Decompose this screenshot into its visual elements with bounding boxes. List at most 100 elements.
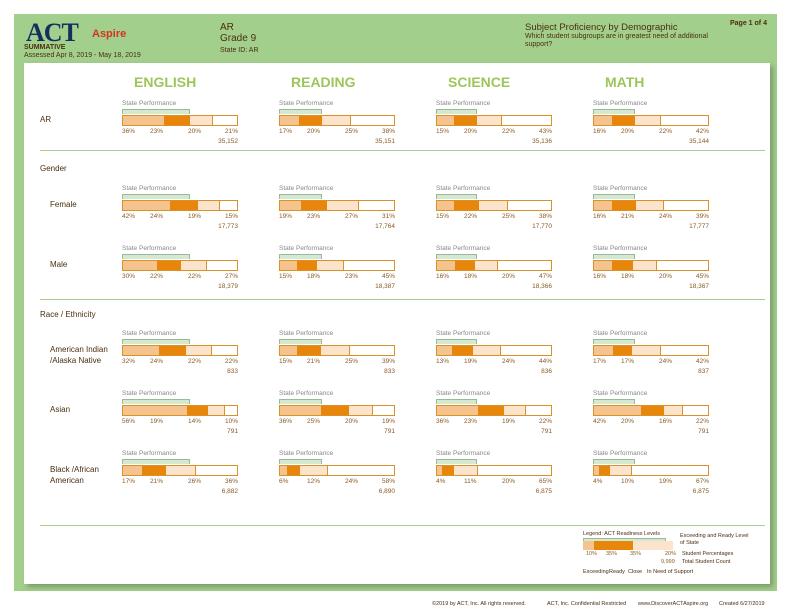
student-count: 18,387: [375, 283, 395, 290]
state-performance-label: State Performance: [436, 390, 491, 397]
percentage-label: 17%: [279, 128, 293, 135]
proficiency-bar: [279, 345, 395, 356]
proficiency-bar: [279, 465, 395, 476]
percentage-label: 10%: [224, 418, 238, 425]
aspire-logo: Aspire: [92, 28, 127, 40]
proficiency-bar: [593, 260, 709, 271]
need-support-segment: [219, 201, 238, 210]
state-performance-label: State Performance: [436, 245, 491, 252]
legend-count: 9,999: [661, 559, 675, 565]
proficiency-bar: [436, 405, 552, 416]
proficiency-bar: [593, 345, 709, 356]
ready-segment: [286, 466, 301, 475]
ready-segment: [454, 261, 476, 270]
percentage-label: 16%: [593, 273, 607, 280]
group-title: Race / Ethnicity: [40, 310, 96, 319]
percentage-label: 30%: [122, 273, 136, 280]
need-support-segment: [501, 116, 551, 125]
student-count: 18,366: [532, 283, 552, 290]
ready-segment: [451, 346, 474, 355]
close-segment: [478, 201, 508, 210]
percentage-label: 20%: [345, 418, 359, 425]
report-content: [24, 63, 770, 584]
percentage-label: 14%: [188, 418, 202, 425]
student-count: 837: [698, 368, 709, 375]
percentage-label: 19%: [659, 478, 673, 485]
percentage-label: 20%: [464, 128, 478, 135]
footer-created: Created 6/27/2019: [719, 601, 765, 607]
state-performance-bar: [593, 339, 635, 344]
ready-segment: [453, 116, 477, 125]
percentage-label: 20%: [621, 128, 635, 135]
state-performance-label: State Performance: [436, 185, 491, 192]
state-performance-label: State Performance: [593, 185, 648, 192]
legend-total-count: Total Student Count: [682, 559, 731, 565]
percentage-label: 31%: [381, 213, 395, 220]
close-segment: [189, 116, 213, 125]
assessment-type: SUMMATIVE: [24, 44, 66, 51]
percentage-label: 21%: [150, 478, 164, 485]
state-performance-label: State Performance: [279, 450, 334, 457]
percentage-label: 19%: [150, 418, 164, 425]
percentage-label: 17%: [593, 358, 607, 365]
percentage-label: 19%: [188, 213, 202, 220]
footer-confidential: ACT, Inc. Confidential Restricted: [547, 601, 627, 607]
percentage-label: 22%: [695, 418, 709, 425]
exceeding-segment: [280, 406, 321, 415]
percentage-label: 15%: [436, 213, 450, 220]
percentage-label: 42%: [695, 128, 709, 135]
percentage-label: 36%: [122, 128, 136, 135]
percentage-label: 36%: [436, 418, 450, 425]
percentage-label: 17%: [621, 358, 635, 365]
state-performance-bar: [279, 109, 322, 114]
footer-website[interactable]: www.DiscoverACTAspire.org: [638, 601, 709, 607]
legend-pct: 20%: [665, 551, 677, 557]
percentage-label: 25%: [345, 128, 359, 135]
percentage-label: 10%: [621, 478, 635, 485]
state-performance-label: State Performance: [122, 100, 177, 107]
percentage-label: 20%: [502, 478, 516, 485]
state-performance-bar: [122, 194, 191, 199]
state-performance-label: State Performance: [122, 245, 177, 252]
row-label: American Indian /Alaska Native: [50, 345, 108, 365]
close-segment: [475, 261, 498, 270]
percentage-label: 16%: [436, 273, 450, 280]
percentage-label: 39%: [381, 358, 395, 365]
state-performance-bar: [279, 459, 322, 464]
percentage-label: 13%: [436, 358, 450, 365]
state-id: State ID: AR: [220, 47, 259, 54]
percentage-label: 22%: [502, 128, 516, 135]
student-count: 791: [541, 428, 552, 435]
percentage-label: 25%: [307, 418, 321, 425]
need-support-segment: [497, 261, 551, 270]
close-segment: [348, 406, 372, 415]
state-performance-bar: [279, 339, 322, 344]
state-performance-label: State Performance: [122, 185, 177, 192]
state-performance-bar: [122, 459, 191, 464]
percentage-label: 24%: [150, 213, 164, 220]
need-support-segment: [500, 346, 551, 355]
ready-segment: [612, 201, 636, 210]
need-support-segment: [631, 466, 708, 475]
student-count: 17,770: [532, 223, 552, 230]
ready-segment: [441, 466, 454, 475]
state-performance-label: State Performance: [593, 330, 648, 337]
exceeding-segment: [280, 466, 287, 475]
legend-bar: [583, 541, 695, 550]
close-segment: [186, 346, 212, 355]
close-segment: [208, 406, 225, 415]
legend-student-pct: Student Percentages: [682, 551, 734, 557]
percentage-label: 24%: [659, 213, 673, 220]
state-performance-label: State Performance: [593, 245, 648, 252]
need-support-segment: [525, 406, 551, 415]
percentage-label: 15%: [224, 213, 238, 220]
proficiency-bar: [279, 405, 395, 416]
exceeding-segment: [123, 116, 164, 125]
state-performance-bar: [279, 254, 322, 259]
grade: Grade 9: [220, 33, 257, 44]
state-performance-label: State Performance: [122, 390, 177, 397]
percentage-label: 42%: [695, 358, 709, 365]
close-segment: [632, 346, 660, 355]
student-count: 833: [384, 368, 395, 375]
ready-segment: [453, 201, 479, 210]
